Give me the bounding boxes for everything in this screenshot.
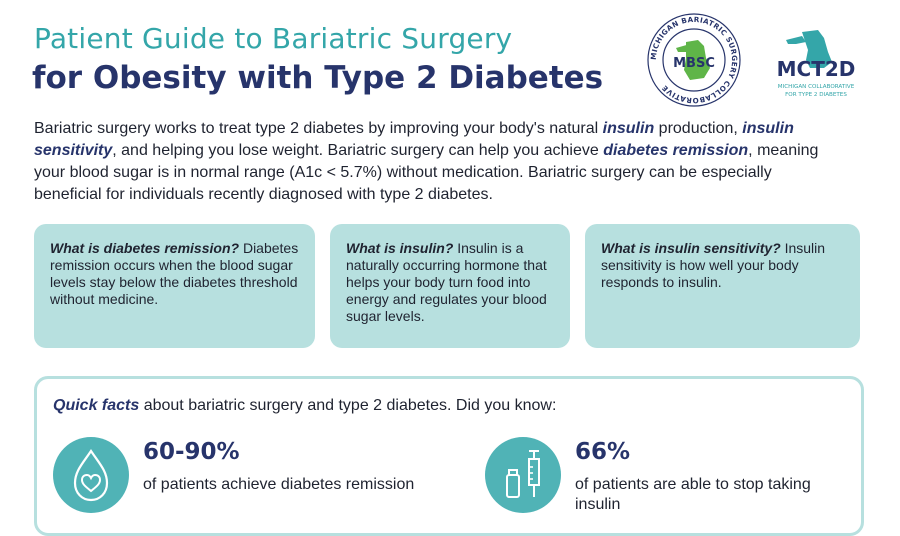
mct2d-name: MCT2D: [777, 57, 856, 81]
drop-heart-icon: [53, 437, 129, 513]
mbsc-logo: MICHIGAN BARIATRIC SURGERY COLLABORATIVE…: [647, 13, 741, 107]
card-answer: Insulin sensitivity is how well your bod…: [601, 240, 826, 290]
mbsc-center-text: MBSC: [673, 56, 715, 71]
term-diabetes-remission: diabetes remission: [603, 142, 749, 159]
fact-text-remission: of patients achieve diabetes remission: [143, 476, 415, 493]
intro-paragraph: Bariatric surgery works to treat type 2 …: [34, 120, 819, 203]
card-answer: Insulin is a naturally occurring hormone…: [346, 240, 547, 324]
term-insulin-sensitivity: insulin sensitivity: [34, 120, 794, 159]
card-question: What is insulin sensitivity?: [601, 240, 781, 256]
card-answer: Diabetes remission occurs when the blood…: [50, 240, 299, 307]
card-diabetes-remission: What is diabetes remission? Diabetes rem…: [34, 224, 315, 348]
syringe-vial-icon: [485, 437, 561, 513]
card-question: What is diabetes remission?: [50, 240, 240, 256]
fact-text-insulin: of patients are able to stop taking insu…: [575, 476, 811, 513]
mct2d-subtitle-1: MICHIGAN COLLABORATIVE: [778, 84, 855, 90]
title-line-2: for Obesity with Type 2 Diabetes: [32, 60, 604, 96]
mct2d-subtitle-2: FOR TYPE 2 DIABETES: [785, 92, 847, 98]
quick-facts-panel: Quick facts about bariatric surgery and …: [34, 376, 864, 536]
fact-value-remission: 60-90%: [143, 439, 240, 465]
quick-facts-intro: Quick facts about bariatric surgery and …: [53, 397, 557, 414]
card-insulin-sensitivity: What is insulin sensitivity? Insulin sen…: [585, 224, 860, 348]
card-insulin: What is insulin? Insulin is a naturally …: [330, 224, 570, 348]
card-question: What is insulin?: [346, 240, 454, 256]
quick-facts-lead: Quick facts: [53, 397, 140, 414]
title-line-1: Patient Guide to Bariatric Surgery: [34, 22, 513, 55]
term-insulin: insulin: [602, 120, 655, 137]
mct2d-logo: MCT2D MICHIGAN COLLABORATIVE FOR TYPE 2 …: [777, 30, 856, 98]
fact-value-insulin: 66%: [575, 439, 631, 465]
